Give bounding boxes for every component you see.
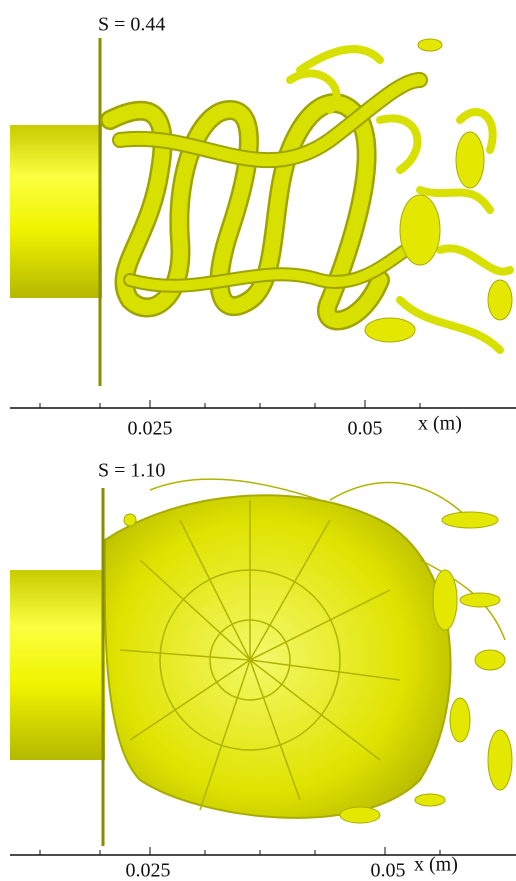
axis-ticks (40, 400, 420, 408)
tick-label: 0.05 (348, 418, 383, 440)
vortex-core (105, 495, 451, 818)
axis-label: x (m) (414, 854, 458, 876)
case-label: S = 1.10 (98, 460, 165, 482)
axis-label: x (m) (418, 413, 462, 435)
nozzle (10, 125, 102, 298)
axis-ticks (40, 847, 440, 855)
panel-bottom: S = 1.10 0.025 0.05 x (m) (10, 460, 516, 881)
vortex-tubes (110, 39, 512, 350)
case-label: S = 0.44 (98, 14, 165, 36)
nozzle (10, 570, 105, 760)
figure: S = 0.44 0.025 0.05 x (m) S = 1.10 (0, 0, 516, 881)
tick-label: 0.05 (371, 860, 406, 881)
panel-top: S = 0.44 0.025 0.05 x (m) (10, 14, 516, 440)
tick-label: 0.025 (126, 860, 171, 881)
tick-label: 0.025 (128, 418, 173, 440)
